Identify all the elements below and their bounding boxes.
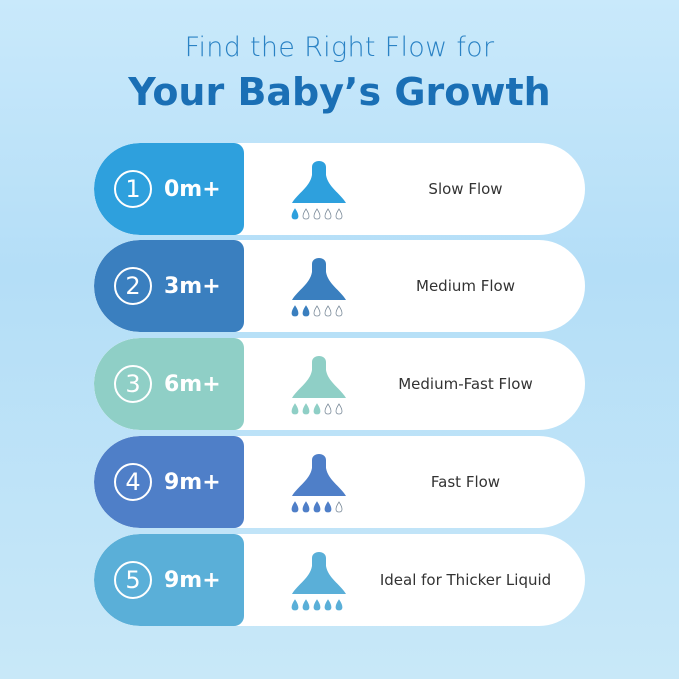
age-label: 9m+: [164, 469, 221, 495]
flow-label: Medium Flow: [416, 277, 515, 295]
step-number: 2: [114, 267, 152, 305]
flow-row: 5 9m+ Ideal for Thicker Liquid: [94, 534, 585, 626]
drop-icon: [335, 208, 343, 220]
nipple-icon: [291, 454, 346, 513]
drop-icon: [324, 305, 332, 317]
step-number: 1: [114, 170, 152, 208]
flow-label: Fast Flow: [430, 473, 501, 491]
flow-label: Slow Flow: [428, 180, 503, 198]
drop-icon: [291, 208, 299, 220]
drop-icon: [324, 403, 332, 415]
nipple-icon: [291, 552, 346, 611]
step-number: 4: [114, 463, 152, 501]
age-badge: 2 3m+: [94, 240, 244, 332]
drop-icon: [302, 208, 310, 220]
nipple-icon: [291, 356, 346, 415]
flow-label: Medium-Fast Flow: [398, 375, 533, 393]
title-line1: Find the Right Flow for: [184, 32, 495, 63]
flow-label: Ideal for Thicker Liquid: [379, 571, 552, 589]
drop-icon: [291, 501, 299, 513]
nipple-icon: [291, 258, 346, 317]
drop-icon: [302, 599, 310, 611]
drop-icon: [313, 305, 321, 317]
age-label: 3m+: [164, 273, 221, 299]
age-label: 6m+: [164, 371, 221, 397]
drop-icon: [324, 501, 332, 513]
drop-icon: [291, 403, 299, 415]
drop-icon: [291, 305, 299, 317]
nipple-icon: [291, 161, 346, 220]
drop-icon: [313, 403, 321, 415]
drop-icon: [335, 305, 343, 317]
flow-row: 1 0m+ Slow Flow: [94, 143, 585, 235]
drop-icon: [302, 403, 310, 415]
drop-icon: [324, 599, 332, 611]
age-label: 0m+: [164, 176, 221, 202]
flow-row: 4 9m+ Fast Flow: [94, 436, 585, 528]
flow-row: 3 6m+ Medium-Fast Flow: [94, 338, 585, 430]
flow-row: 2 3m+ Medium Flow: [94, 240, 585, 332]
drop-icon: [291, 599, 299, 611]
step-number: 5: [114, 561, 152, 599]
drop-icon: [335, 403, 343, 415]
age-badge: 4 9m+: [94, 436, 244, 528]
drop-icon: [324, 208, 332, 220]
drop-icon: [335, 501, 343, 513]
age-badge: 1 0m+: [94, 143, 244, 235]
drop-icon: [313, 208, 321, 220]
age-badge: 3 6m+: [94, 338, 244, 430]
age-label: 9m+: [164, 567, 221, 593]
drop-icon: [302, 305, 310, 317]
drop-icon: [335, 599, 343, 611]
age-badge: 5 9m+: [94, 534, 244, 626]
drop-icon: [313, 501, 321, 513]
drop-icon: [313, 599, 321, 611]
title-line2: Your Baby’s Growth: [128, 70, 551, 114]
step-number: 3: [114, 365, 152, 403]
drop-icon: [302, 501, 310, 513]
